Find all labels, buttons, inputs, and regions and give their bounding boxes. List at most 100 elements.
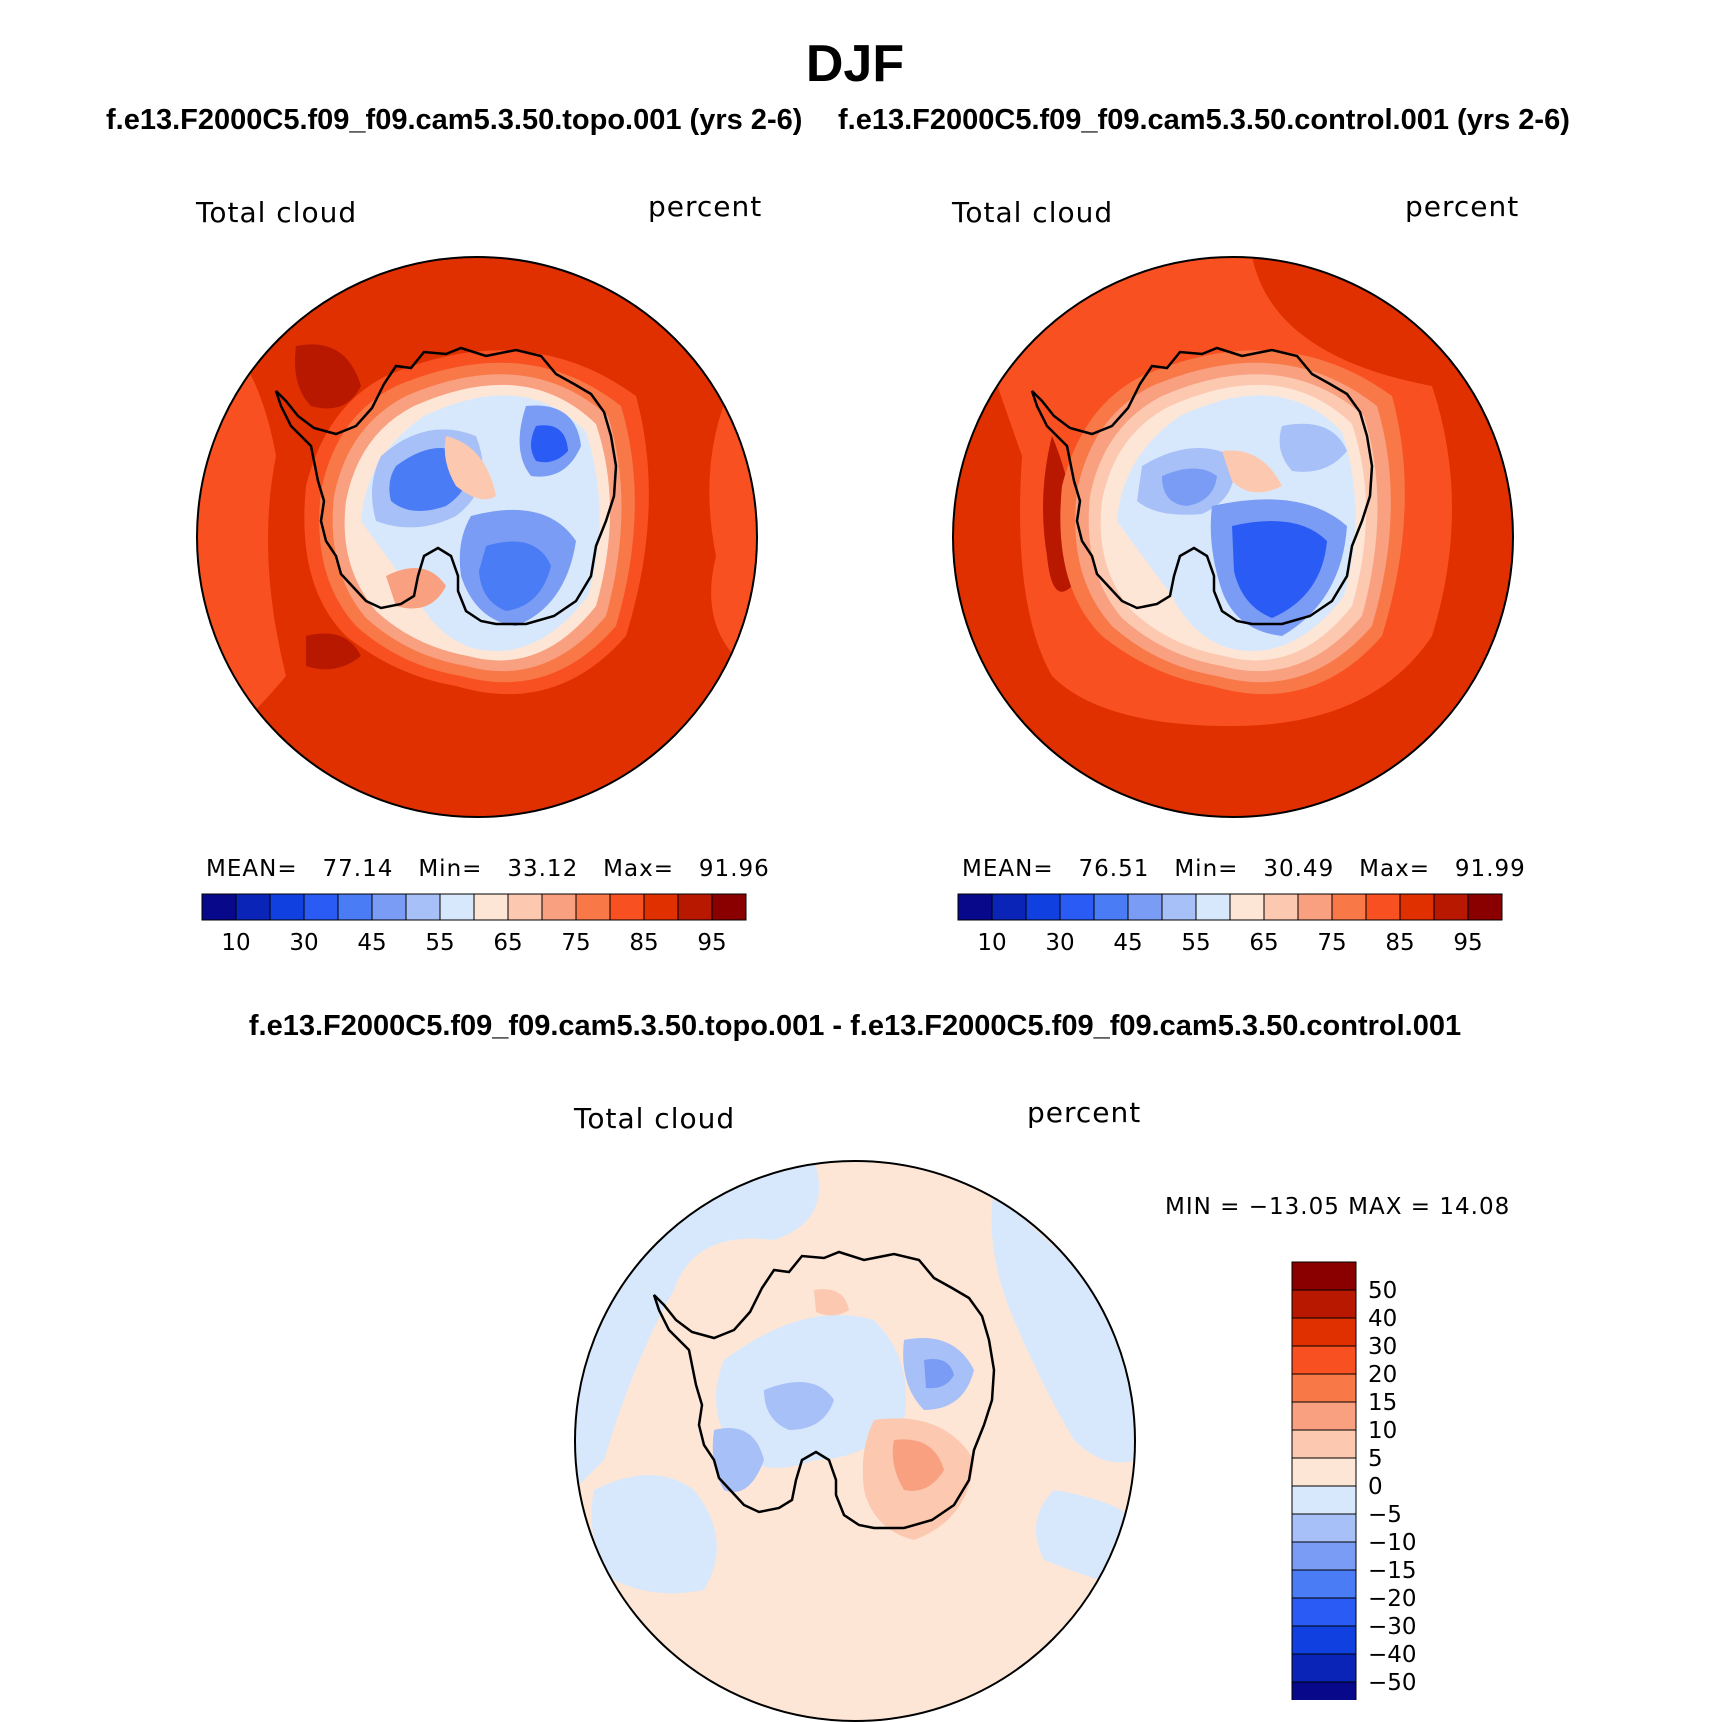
colorbar-swatch <box>1059 893 1095 921</box>
map-border <box>952 256 1514 818</box>
colorbar-swatch <box>1399 893 1435 921</box>
colorbar-tick-label: 10 <box>221 930 250 956</box>
diff-minmax: MIN = −13.05 MAX = 14.08 <box>1165 1194 1511 1220</box>
mean-value: 77.14 <box>322 856 394 882</box>
blue-5-east <box>531 425 568 463</box>
diff-variable-label: Total cloud <box>574 1102 736 1135</box>
colorbar-tick-label: −50 <box>1368 1670 1417 1696</box>
colorbar-swatch <box>1467 893 1503 921</box>
min-label: Min= <box>1174 856 1239 882</box>
dark-cloud-patch <box>295 344 361 409</box>
colorbar-swatch <box>1365 893 1401 921</box>
colorbar-swatch <box>1291 1261 1357 1291</box>
panel-2-stats: MEAN= 76.51 Min= 30.49 Max= 91.99 <box>962 856 1526 882</box>
mean-value: 76.51 <box>1078 856 1150 882</box>
map-border <box>196 256 758 818</box>
colorbar-tick-label: 0 <box>1368 1474 1383 1500</box>
colorbar-tick-label: 85 <box>629 930 658 956</box>
mean-label: MEAN= <box>206 856 298 882</box>
colorbar-tick-label: 50 <box>1368 1278 1397 1304</box>
colorbar-swatch <box>439 893 475 921</box>
colorbar-tick-label: 75 <box>561 930 590 956</box>
blue-2-east <box>1279 423 1347 472</box>
diff-positive-3-s <box>892 1439 944 1491</box>
diff-negative-2-w <box>764 1382 834 1430</box>
colorbar-swatch <box>1291 1485 1357 1515</box>
blue-3-west <box>1162 468 1217 506</box>
colorbar-swatch <box>957 893 993 921</box>
panel-1-variable-label: Total cloud <box>196 196 358 229</box>
colorbar-swatch <box>1263 893 1299 921</box>
colorbar-tick-label: 65 <box>1249 930 1278 956</box>
ridge-pink <box>1222 450 1282 493</box>
panel-1-colorbar: 10 30 45 55 65 75 85 95 <box>201 893 747 956</box>
colorbar-tick-label: −5 <box>1368 1502 1402 1528</box>
colorbar-tick-label: −40 <box>1368 1642 1417 1668</box>
antarctica-coastline <box>274 346 618 626</box>
panel-2-units-label: percent <box>1405 190 1520 223</box>
diff-negative-2-pen <box>712 1428 764 1492</box>
colorbar-tick-label: 95 <box>1453 930 1482 956</box>
colorbar-tick-label: 15 <box>1368 1390 1397 1416</box>
dark-cloud-patch-2 <box>306 633 361 670</box>
colorbar-swatch <box>1291 1681 1357 1700</box>
colorbar-swatch <box>1127 893 1163 921</box>
blue-4-south <box>479 541 551 611</box>
colorbar-swatch <box>541 893 577 921</box>
colorbar-swatch <box>1161 893 1197 921</box>
colorbar-swatch <box>575 893 611 921</box>
colorbar-swatch <box>643 893 679 921</box>
colorbar-swatch <box>303 893 339 921</box>
antarctica-coastline <box>652 1250 996 1530</box>
colorbar-swatch <box>1291 1429 1357 1459</box>
colorbar-swatch <box>507 893 543 921</box>
min-value: 30.49 <box>1263 856 1335 882</box>
colorbar-swatch <box>1291 1373 1357 1403</box>
colorbar-swatch <box>1291 1345 1357 1375</box>
colorbar-tick-label: 5 <box>1368 1446 1383 1472</box>
colorbar-tick-label: −20 <box>1368 1586 1417 1612</box>
colorbar-swatch <box>473 893 509 921</box>
panel-2-colorbar: 10 30 45 55 65 75 85 95 <box>957 893 1503 956</box>
colorbar-tick-label: 30 <box>1368 1334 1397 1360</box>
max-label: Max= <box>1359 856 1430 882</box>
diff-polar-map <box>574 1160 1136 1722</box>
panel-2-case-title: f.e13.F2000C5.f09_f09.cam5.3.50.control.… <box>838 104 1570 136</box>
max-label: Max= <box>603 856 674 882</box>
colorbar-tick-label: 30 <box>1045 930 1074 956</box>
colorbar-tick-label: 10 <box>977 930 1006 956</box>
colorbar-tick-label: 45 <box>1113 930 1142 956</box>
diff-negative-sw <box>591 1475 717 1594</box>
colorbar-swatch <box>269 893 305 921</box>
colorbar-swatch <box>991 893 1027 921</box>
colorbar-swatch <box>1433 893 1469 921</box>
colorbar-swatch <box>1093 893 1129 921</box>
colorbar-tick-label: −15 <box>1368 1558 1417 1584</box>
colorbar-tick-label: 55 <box>425 930 454 956</box>
panel-2-variable-label: Total cloud <box>952 196 1114 229</box>
colorbar-swatch <box>1025 893 1061 921</box>
colorbar-tick-label: 75 <box>1317 930 1346 956</box>
colorbar-swatch <box>201 893 237 921</box>
diff-negative-3-e <box>924 1359 954 1389</box>
colorbar-swatch <box>1195 893 1231 921</box>
colorbar-swatch <box>1291 1457 1357 1487</box>
colorbar-tick-label: 10 <box>1368 1418 1397 1444</box>
diff-case-title: f.e13.F2000C5.f09_f09.cam5.3.50.topo.001… <box>248 1010 1462 1042</box>
colorbar-swatch <box>1291 1653 1357 1683</box>
panel-1-case-title: f.e13.F2000C5.f09_f09.cam5.3.50.topo.001… <box>106 104 803 136</box>
figure-title: DJF <box>805 35 905 93</box>
colorbar-swatch <box>1291 1317 1357 1347</box>
colorbar-tick-label: 55 <box>1181 930 1210 956</box>
min-value: 33.12 <box>507 856 579 882</box>
colorbar-swatch <box>1291 1597 1357 1627</box>
colorbar-swatch <box>1291 1401 1357 1431</box>
diff-positive-2-n <box>814 1289 849 1316</box>
panel-1-stats: MEAN= 77.14 Min= 33.12 Max= 91.96 <box>206 856 770 882</box>
colorbar-swatch <box>711 893 747 921</box>
colorbar-swatch <box>235 893 271 921</box>
colorbar-tick-label: −10 <box>1368 1530 1417 1556</box>
colorbar-swatch <box>677 893 713 921</box>
max-value: 91.99 <box>1454 856 1526 882</box>
